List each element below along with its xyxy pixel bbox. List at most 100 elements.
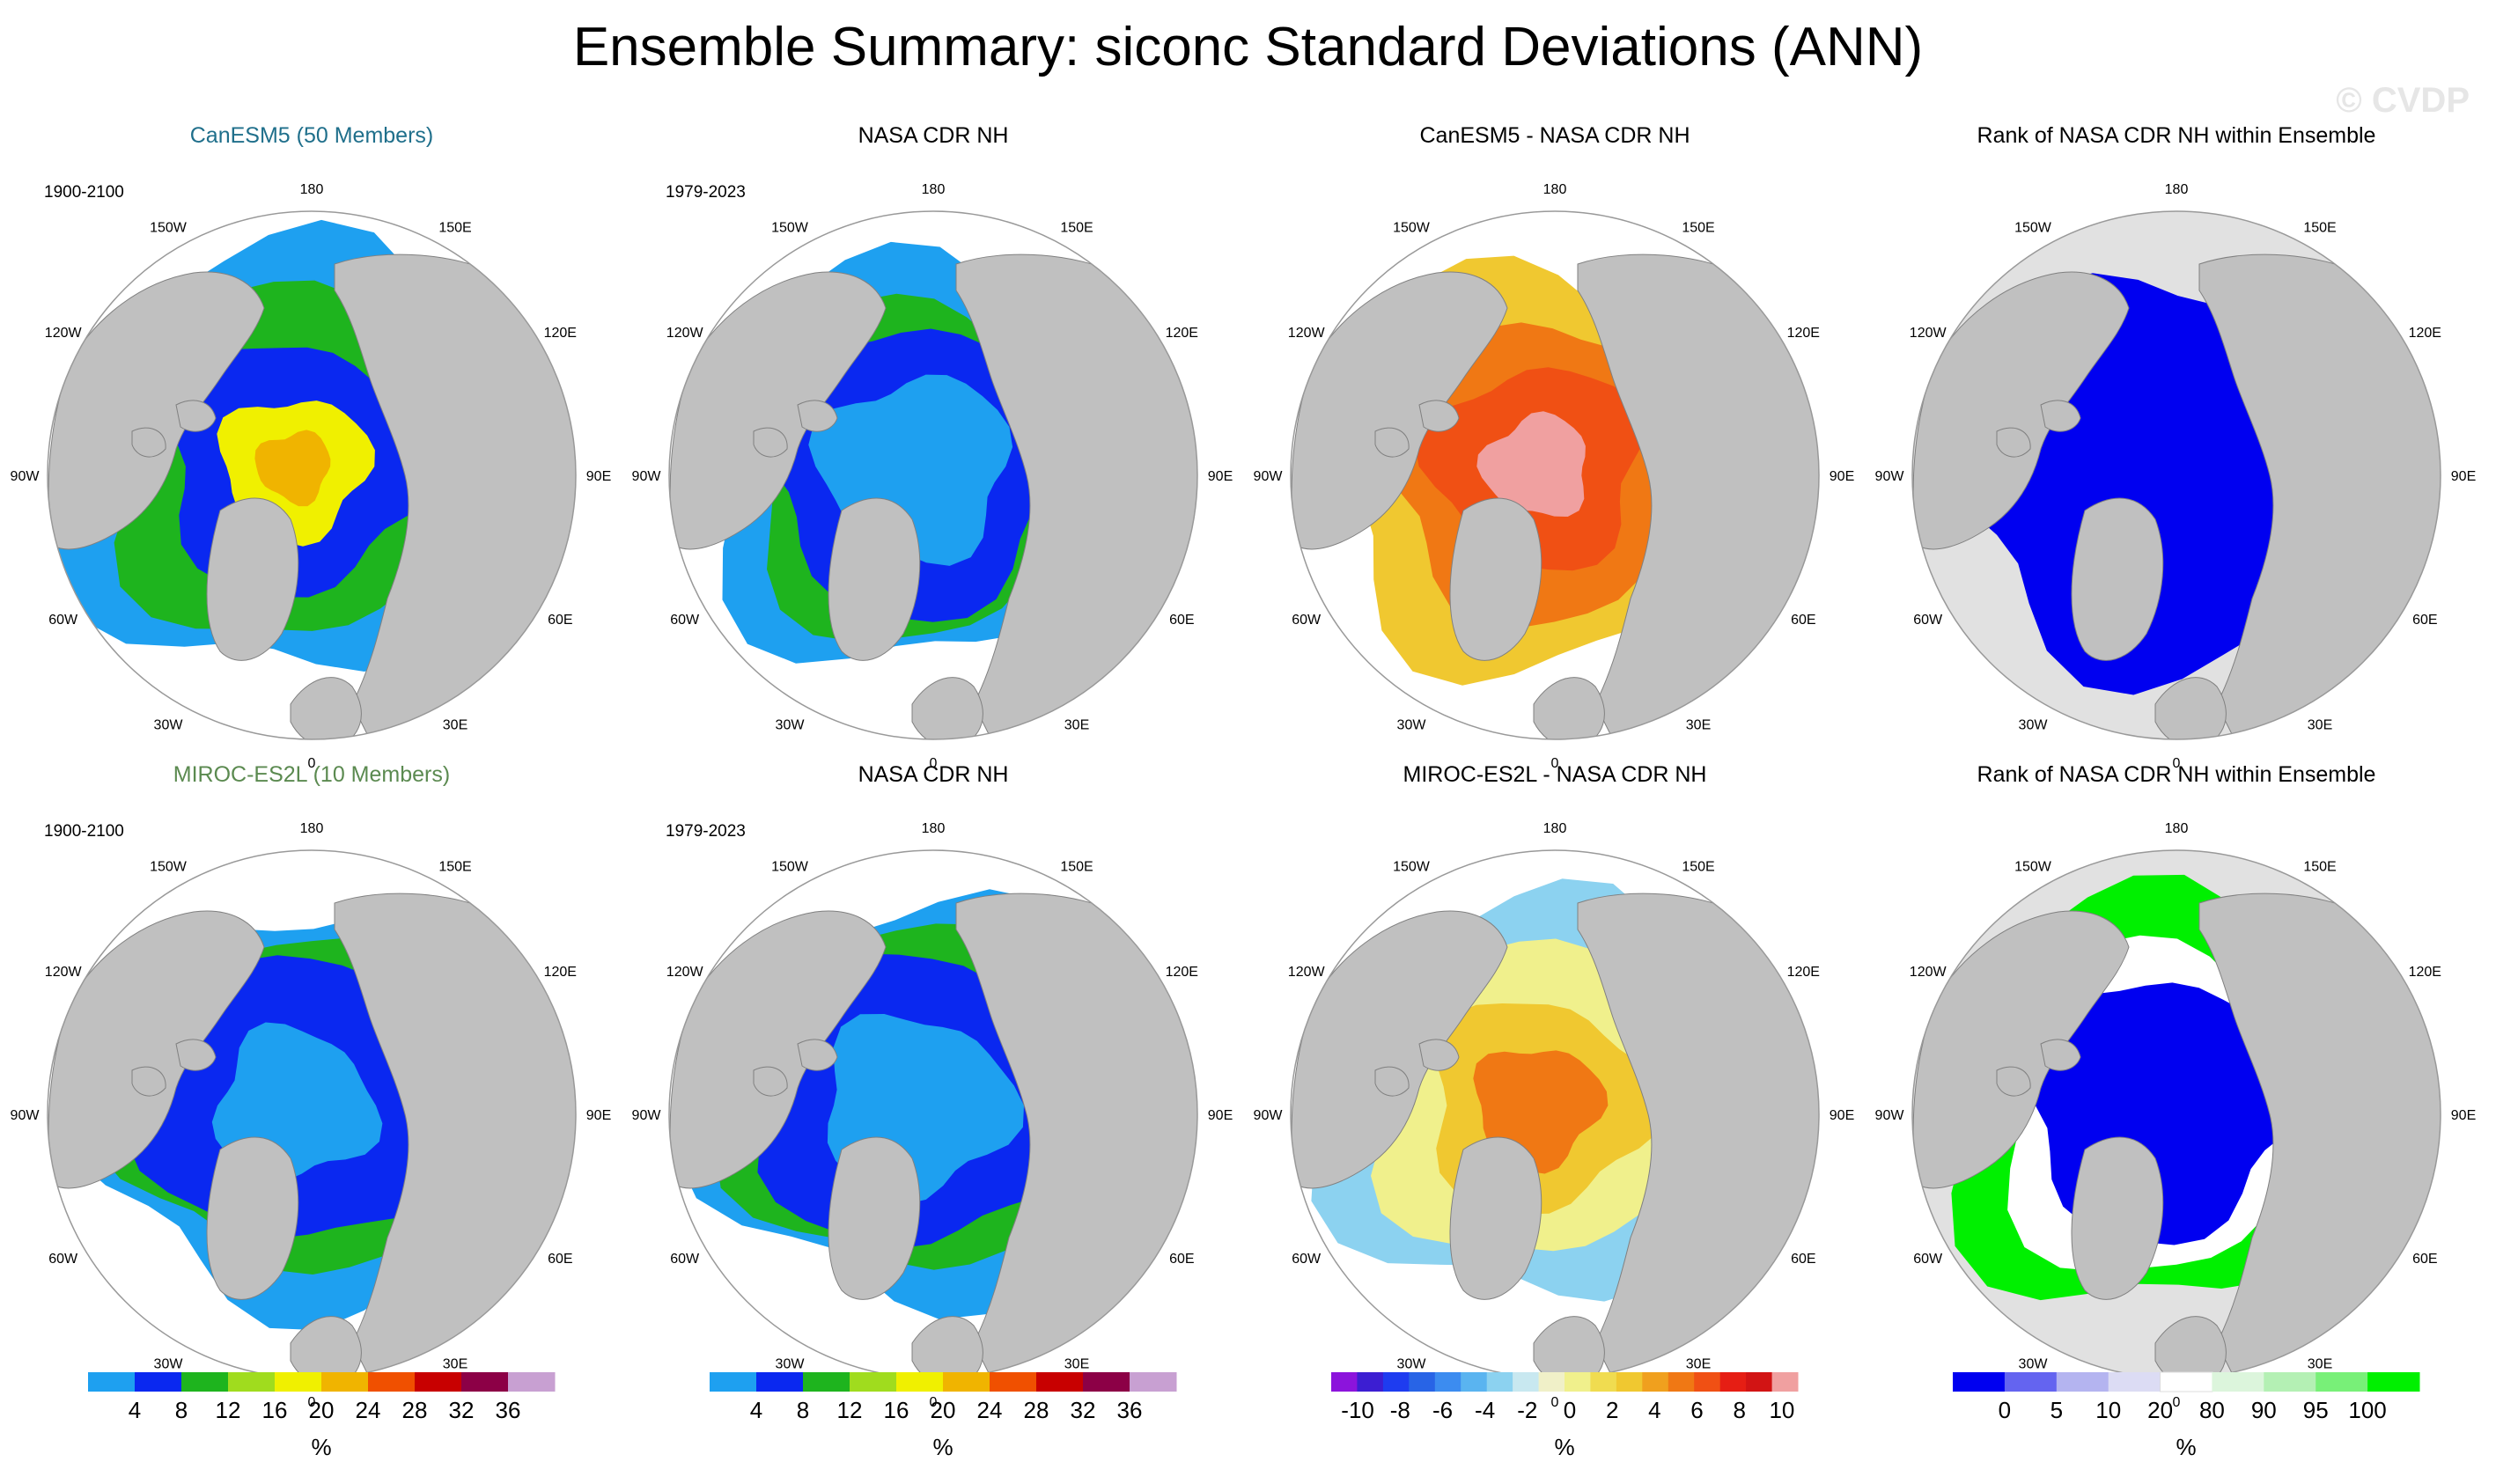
colorbar-swatch xyxy=(2056,1372,2109,1392)
longitude-label: 150E xyxy=(1682,221,1714,236)
longitude-label: 60E xyxy=(2412,1252,2437,1267)
colorbar-swatch xyxy=(803,1372,850,1392)
colorbar-tick-label: 32 xyxy=(449,1397,475,1423)
longitude-label: 0 xyxy=(2173,756,2181,771)
longitude-label: 60W xyxy=(1913,1252,1943,1267)
colorbar-swatch xyxy=(2367,1372,2420,1392)
colorbar-swatch xyxy=(1130,1372,1177,1392)
colorbar-swatch xyxy=(990,1372,1037,1392)
longitude-label: 0 xyxy=(308,756,316,771)
longitude-label: 120W xyxy=(1910,965,1947,980)
land-mass xyxy=(1418,1039,1460,1071)
longitude-label: 30E xyxy=(2308,717,2332,732)
land-mass xyxy=(911,677,983,739)
longitude-label: 0 xyxy=(930,1395,938,1410)
longitude-label: 150E xyxy=(1060,221,1093,236)
longitude-label: 0 xyxy=(930,756,938,771)
colorbar-swatch xyxy=(1331,1372,1358,1392)
longitude-label: 150E xyxy=(2303,221,2336,236)
longitude-label: 30W xyxy=(1397,717,1427,732)
colorbar-tick-label: 24 xyxy=(977,1397,1003,1423)
longitude-label: 0 xyxy=(308,1395,316,1410)
colorbar-swatch xyxy=(2264,1372,2316,1392)
longitude-label: 60W xyxy=(1292,613,1322,628)
longitude-label: 150W xyxy=(2014,221,2052,236)
colorbar-swatch xyxy=(1590,1372,1617,1392)
longitude-label: 60E xyxy=(1791,1252,1815,1267)
longitude-label: 90W xyxy=(632,469,662,484)
map-panel-3: CanESM5 - NASA CDR NH 180 150E 120E 90E 60E 30… xyxy=(1243,123,1866,845)
polar-map: 180 150E 120E 90E 60E 30E 0 30W 60W 90W 120W 150W xyxy=(632,182,1233,771)
land-mass xyxy=(1374,1066,1410,1097)
longitude-label: 150W xyxy=(1393,221,1431,236)
longitude-label: 90W xyxy=(11,1108,40,1123)
colorbar-swatch xyxy=(321,1372,369,1392)
colorbar-tick-label: 8 xyxy=(175,1397,188,1423)
longitude-label: 60E xyxy=(548,613,572,628)
panel-title: Rank of NASA CDR NH within Ensemble xyxy=(1977,762,2376,787)
colorbar-swatch xyxy=(1083,1372,1130,1392)
longitude-label: 120W xyxy=(45,326,83,341)
colorbar-swatch xyxy=(368,1372,416,1392)
land-mass xyxy=(797,1039,838,1071)
colorbar-tick-label: 100 xyxy=(2348,1397,2386,1423)
colorbar-tick-label: 20 xyxy=(309,1397,335,1423)
polar-map: 180 150E 120E 90E 60E 30E 0 30W 60W 90W 120W 150W xyxy=(1875,182,2477,771)
colorbar-swatch xyxy=(2212,1372,2264,1392)
longitude-label: 150E xyxy=(1060,860,1093,875)
longitude-label: 180 xyxy=(300,182,324,197)
colorbar-swatch xyxy=(896,1372,944,1392)
land-mass xyxy=(1449,497,1543,661)
colorbar-tick-label: -10 xyxy=(1341,1397,1374,1423)
panel-title: MIROC-ES2L - NASA CDR NH xyxy=(1403,762,1707,787)
land-mass xyxy=(206,1136,299,1300)
map-panel-8: Rank of NASA CDR NH within Ensemble 180 15… xyxy=(1865,762,2488,1484)
colorbar-swatch xyxy=(1719,1372,1747,1392)
colorbar-swatch xyxy=(1694,1372,1721,1392)
colorbar-tick-label: 90 xyxy=(2251,1397,2277,1423)
panel-title: NASA CDR NH xyxy=(858,123,1009,148)
longitude-label: 150E xyxy=(1682,860,1714,875)
colorbar-diff: -10 -8 -6 -4 -2 0 2 4 6 8 10% xyxy=(1331,1367,1859,1464)
land-mass xyxy=(2071,497,2164,661)
longitude-label: 90E xyxy=(2451,1108,2476,1123)
map-panel-4: Rank of NASA CDR NH within Ensemble 180 15… xyxy=(1865,123,2488,845)
longitude-label: 60W xyxy=(1913,613,1943,628)
land-mass xyxy=(131,1066,166,1097)
colorbar-tick-label: 2 xyxy=(1606,1397,1618,1423)
colorbar-tick-label: -6 xyxy=(1432,1397,1453,1423)
longitude-label: 0 xyxy=(1551,756,1559,771)
cvdp-watermark: © CVDP xyxy=(2336,81,2470,120)
colorbar-swatch xyxy=(1486,1372,1513,1392)
colorbar-swatch xyxy=(943,1372,990,1392)
colorbar-tick-label: 12 xyxy=(216,1397,241,1423)
map-boundary xyxy=(1911,210,2441,740)
colorbar-swatch xyxy=(1357,1372,1384,1392)
longitude-label: 30W xyxy=(2019,1356,2049,1371)
longitude-label: 150E xyxy=(438,860,471,875)
colorbar-swatch xyxy=(1771,1372,1799,1392)
colorbar-tick-label: 95 xyxy=(2303,1397,2329,1423)
longitude-label: 60W xyxy=(48,613,78,628)
colorbar-tick-label: 24 xyxy=(356,1397,381,1423)
longitude-label: 60E xyxy=(1169,1252,1194,1267)
map-panel-6: NASA CDR NH 1979-2023 180 150E 120E 90E 60E 30E… xyxy=(622,762,1245,1484)
colorbar-swatch xyxy=(461,1372,509,1392)
land-mass xyxy=(175,400,217,432)
polar-map: 180 150E 120E 90E 60E 30E 0 30W 60W 90W 120W 150W xyxy=(1254,821,1855,1410)
map-boundary xyxy=(1290,210,1820,740)
longitude-label: 180 xyxy=(2165,821,2189,836)
map-boundary xyxy=(668,210,1198,740)
colorbar-rank: 0 5 10 20 80 90 95 100% xyxy=(1953,1367,2481,1464)
longitude-label: 180 xyxy=(2165,182,2189,197)
period-label: 1900-2100 xyxy=(44,183,124,202)
land-mass xyxy=(1996,427,2031,458)
longitude-label: 90E xyxy=(2451,469,2476,484)
land-mass xyxy=(753,1066,788,1097)
longitude-label: 30W xyxy=(776,1356,806,1371)
colorbar-tick-label: 8 xyxy=(1733,1397,1745,1423)
longitude-label: 120W xyxy=(1288,965,1326,980)
longitude-label: 90W xyxy=(1875,1108,1905,1123)
land-mass xyxy=(1374,427,1410,458)
land-mass xyxy=(175,1039,217,1071)
